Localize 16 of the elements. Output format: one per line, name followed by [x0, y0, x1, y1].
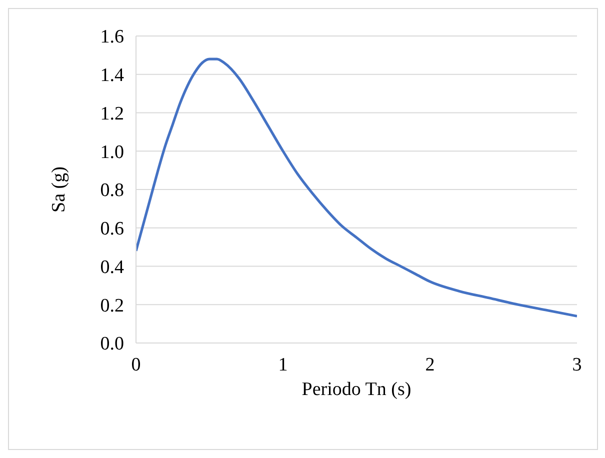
x-tick-label: 3 — [572, 354, 582, 376]
x-tick-label: 0 — [131, 354, 141, 376]
y-tick-label: 0.6 — [100, 218, 124, 240]
y-tick-label: 0.0 — [100, 334, 124, 355]
y-tick-label: 1.4 — [100, 65, 124, 86]
y-tick-label: 1.0 — [100, 142, 124, 163]
y-axis-title: Sa (g) — [48, 166, 70, 212]
y-tick-label: 0.8 — [100, 180, 124, 202]
y-tick-label: 1.6 — [100, 26, 124, 48]
x-axis-title: Periodo Tn (s) — [302, 379, 412, 400]
line-series — [136, 58, 577, 318]
x-tick-label: 1 — [278, 354, 288, 376]
y-tick-label: 1.2 — [100, 103, 124, 124]
x-tick-label: 2 — [425, 354, 435, 376]
y-tick-label: 0.2 — [100, 295, 124, 316]
y-tick-label: 0.4 — [100, 256, 124, 278]
